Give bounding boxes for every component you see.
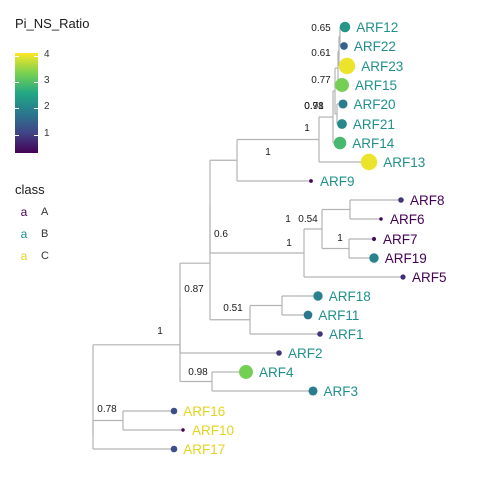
pi-ns-ratio-colorbar [15,53,38,153]
tip-label: ARF23 [361,59,403,74]
tip-point [371,236,377,242]
support-value-label: 0.98 [304,101,324,112]
support-value-label: 0.65 [311,23,331,34]
class-key-glyph: a [20,205,28,219]
tip-point [369,253,379,263]
tip-point [317,331,323,337]
support-value-label: 0.78 [97,404,117,415]
tip-point [308,386,318,396]
tree-tips: ARF12ARF22ARF23ARF15ARF20ARF21ARF14ARF13… [170,20,447,457]
colorbar-tick-label: 2 [44,101,50,113]
support-value-label: 1 [157,326,163,337]
tip-point [170,407,178,415]
tip-label: ARF14 [352,136,395,151]
colorbar-tick-mark [34,134,38,136]
class-key-glyph: a [20,227,28,241]
tip-point [379,217,383,221]
tip-label: ARF4 [259,365,294,380]
tip-label: ARF8 [410,193,445,208]
colorbar-tick-mark [15,134,19,136]
tip-point [276,350,282,356]
support-value-label: 0.54 [298,214,318,225]
support-value-label: 0.71 [304,101,324,112]
colorbar-tick-mark [15,55,19,57]
tip-point [340,42,348,50]
tip-label: ARF13 [383,155,425,170]
tip-label: ARF3 [324,384,359,399]
support-value-label: 1 [304,123,310,134]
colorbar-tick-mark [34,108,38,110]
support-value-label: 1 [285,214,291,225]
support-value-label: 0.51 [223,303,243,314]
class-key-glyph: a [20,249,28,263]
colorbar-tick-mark [15,81,19,83]
class-legend-label: C [41,250,49,262]
tip-label: ARF5 [412,270,447,285]
support-value-label: 1 [337,233,343,244]
tip-point [398,197,404,203]
class-legend-label: B [41,228,49,240]
tip-label: ARF11 [318,308,359,323]
tip-point [170,445,178,453]
colorbar-tick-label: 4 [44,48,50,60]
tip-point [338,57,356,75]
colorbar-tick-label: 1 [44,127,50,139]
tip-label: ARF9 [320,174,355,189]
tip-label: ARF22 [354,39,396,54]
colorbar-tick-mark [34,55,38,57]
colorbar-title: Pi_NS_Ratio [15,16,90,31]
tip-label: ARF17 [183,442,225,457]
tip-label: ARF6 [390,212,425,227]
tip-point [309,179,313,183]
support-value-label: 0.87 [184,284,204,295]
tip-label: ARF18 [329,289,371,304]
tip-label: ARF20 [354,97,396,112]
colorbar-tick-mark [34,81,38,83]
tip-point [181,428,185,432]
tip-point [360,153,378,171]
support-value-label: 0.77 [311,75,331,86]
tip-label: ARF12 [356,20,398,35]
colorbar-tick-label: 3 [44,74,50,86]
support-value-label: 0.98 [188,367,208,378]
tip-point [339,21,351,33]
support-value-label: 1 [265,147,271,158]
support-value-label: 1 [286,238,292,249]
tip-label: ARF16 [183,404,225,419]
colorbar-tick-mark [15,108,19,110]
tip-label: ARF21 [353,117,395,132]
tip-point [338,99,348,109]
support-value-label: 0.6 [214,229,228,240]
tip-label: ARF7 [383,232,418,247]
tip-label: ARF19 [385,251,427,266]
class-legend-title: class [15,182,45,197]
tip-point [303,310,313,320]
tip-point [337,119,347,129]
tip-label: ARF15 [355,78,397,93]
tip-point [333,136,347,150]
tip-label: ARF2 [288,346,323,361]
class-legend-label: A [41,206,49,218]
tip-point [335,78,349,92]
tip-point [239,365,253,379]
support-value-label: 0.61 [311,48,331,59]
tip-label: ARF10 [192,423,234,438]
tip-point [313,291,323,301]
tip-point [400,274,406,280]
tip-label: ARF1 [329,327,364,342]
